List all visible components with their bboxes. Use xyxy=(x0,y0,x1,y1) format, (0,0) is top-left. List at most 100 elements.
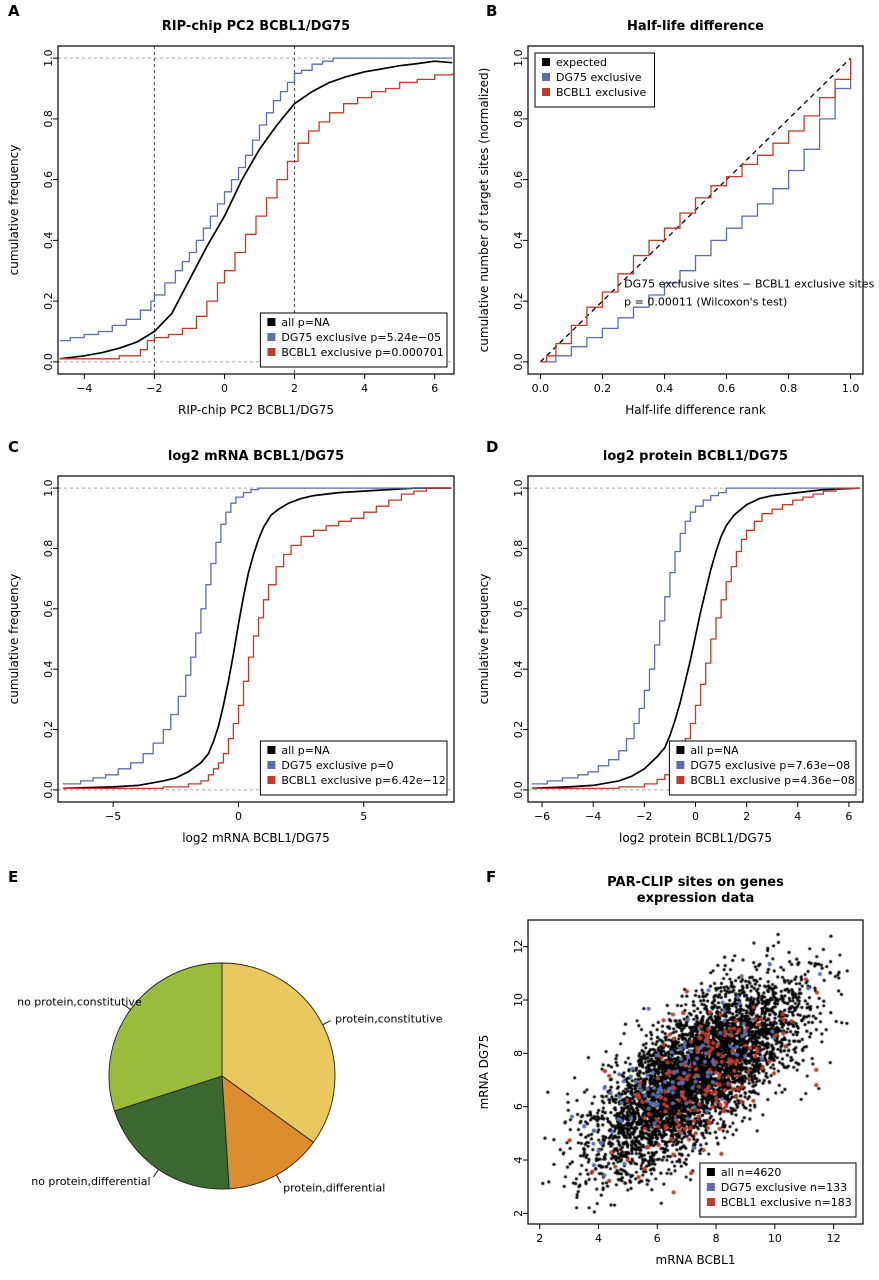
pie-leader-no-protein-constitutive xyxy=(123,1003,131,1010)
y-tick-label: 1.0 xyxy=(42,479,55,497)
legend-swatch-bcbl1-exclusive-p-6-42e-12 xyxy=(267,776,276,784)
x-axis-label: RIP-chip PC2 BCBL1/DG75 xyxy=(178,403,334,417)
x-tick-label: 5 xyxy=(360,810,367,823)
pie-slice-no-protein-differential xyxy=(113,1075,230,1190)
x-tick-label: 6 xyxy=(431,382,438,395)
legend-label-dg75-exclusive: DG75 exclusive xyxy=(556,71,642,84)
x-axis-label: log2 protein BCBL1/DG75 xyxy=(619,831,772,845)
y-tick-label: 0.8 xyxy=(512,110,525,128)
panel-letter-c: C xyxy=(8,438,20,456)
legend: all p=NA DG75 exclusive p=0 BCBL1 exclusiv… xyxy=(259,740,448,796)
curve-bcbl1-exclusive xyxy=(59,73,453,360)
panel-title: PAR-CLIP sites on genes xyxy=(607,875,784,890)
panel-title: log2 mRNA BCBL1/DG75 xyxy=(168,449,344,464)
x-tick-label: 2 xyxy=(536,1232,543,1245)
x-tick-label: 0 xyxy=(221,382,228,395)
legend-label-bcbl1-exclusive-p-6-42e-12: BCBL1 exclusive p=6.42e−12 xyxy=(281,774,445,787)
panel-c: C −5 0 5 0.0 0.2 0.4 0.6 0.8 1.0 log2 mRNA BCBL1/… xyxy=(0,430,470,858)
legend-label-all-p-na: all p=NA xyxy=(281,316,330,329)
y-axis-label: mRNA DG75 xyxy=(477,1035,491,1110)
plot-box xyxy=(527,45,864,375)
legend-swatch-all-p-na xyxy=(267,318,276,326)
curve-bcbl1-exclusive xyxy=(540,58,852,363)
y-tick-label: 1.0 xyxy=(42,49,55,67)
y-tick-label: 0.0 xyxy=(512,353,525,371)
legend: expected DG75 exclusive BCBL1 exclusive xyxy=(534,52,655,108)
x-tick-label: 4 xyxy=(794,810,801,823)
panel-e-plot: protein,constitutive protein,differential… xyxy=(17,962,443,1194)
curve-all xyxy=(62,487,452,790)
panel-letter-b: B xyxy=(486,2,498,20)
y-tick-label: 0.6 xyxy=(42,171,55,189)
panel-letter-d: D xyxy=(486,438,499,456)
pie-slice-no-protein-constitutive xyxy=(108,962,223,1112)
x-tick-label: −2 xyxy=(636,810,652,823)
x-tick-label: 0.0 xyxy=(532,382,550,395)
panel-b: B 0.0 0.2 0.4 0.6 0.8 1.0 0.0 0.2 0.4 0.6 0.8 1.0 Ha… xyxy=(470,0,879,430)
legend-label-dg75-exclusive-n-133: DG75 exclusive n=133 xyxy=(721,1181,847,1194)
legend-box xyxy=(259,312,448,368)
x-tick-label: −4 xyxy=(76,382,92,395)
legend-swatch-dg75-exclusive xyxy=(542,73,550,81)
legend-box xyxy=(534,52,655,108)
panel-a-chart: −4 −2 0 2 4 6 0.0 0.2 0.4 0.6 0.8 1.0 RIP-chip PC2 B… xyxy=(0,0,470,430)
panel-c-plot: −5 0 5 0.0 0.2 0.4 0.6 0.8 1.0 log2 mRNA BCBL1/DG… xyxy=(7,449,455,845)
panel-d: D −6 −4 −2 0 2 4 6 0.0 0.2 0.4 0.6 0.8 1.0 log2 prote… xyxy=(470,430,879,858)
legend-label-bcbl1-exclusive: BCBL1 exclusive xyxy=(556,86,646,99)
y-tick-label: 0.8 xyxy=(42,110,55,128)
pie: protein,constitutive protein,differential… xyxy=(17,962,443,1194)
x-tick-label: 0 xyxy=(235,810,242,823)
x-tick-label: −6 xyxy=(534,810,550,823)
x-tick-label: 10 xyxy=(768,1232,782,1245)
legend: all p=NA DG75 exclusive p=5.24e−05 BCBL1 e… xyxy=(259,312,448,368)
plot-box xyxy=(57,475,455,803)
panel-c-chart: −5 0 5 0.0 0.2 0.4 0.6 0.8 1.0 log2 mRNA BCBL1/DG… xyxy=(0,430,470,858)
legend-label-all-p-na: all p=NA xyxy=(281,744,330,757)
x-axis-label: log2 mRNA BCBL1/DG75 xyxy=(182,831,330,845)
legend-label-bcbl1-exclusive-n-183: BCBL1 exclusive n=183 xyxy=(721,1196,852,1209)
x-tick-label: 12 xyxy=(827,1232,841,1245)
curve-dg75-exclusive xyxy=(59,57,453,342)
x-tick-label: 2 xyxy=(291,382,298,395)
x-tick-label: 0.8 xyxy=(780,382,798,395)
x-tick-label: 6 xyxy=(654,1232,661,1245)
legend-box xyxy=(699,1162,857,1218)
pie-leader-protein-constitutive xyxy=(322,1020,331,1026)
pie-slice-protein-differential xyxy=(221,1075,315,1190)
legend-label-dg75-exclusive-p-5-24e-05: DG75 exclusive p=5.24e−05 xyxy=(281,331,441,344)
x-tick-label: −2 xyxy=(146,382,162,395)
legend: all n=4620 DG75 exclusive n=133 BCBL1 excl… xyxy=(699,1162,857,1218)
y-axis-label: cumulative frequency xyxy=(477,574,491,705)
legend-swatch-bcbl1-exclusive-n-183 xyxy=(706,1198,715,1206)
legend: all p=NA DG75 exclusive p=7.63e−08 BCBL1 e… xyxy=(668,740,857,796)
legend-label-expected: expected xyxy=(556,56,607,69)
y-tick-label: 0.6 xyxy=(512,600,525,618)
panel-letter-f: F xyxy=(486,868,497,886)
plot-box xyxy=(57,45,455,375)
y-tick-label: 0.6 xyxy=(42,600,55,618)
pie-label-protein-constitutive: protein,constitutive xyxy=(335,1012,443,1025)
pie-leader-no-protein-differential xyxy=(153,1169,159,1178)
panel-a-plot: −4 −2 0 2 4 6 0.0 0.2 0.4 0.6 0.8 1.0 RIP-chip PC2 B… xyxy=(7,19,455,417)
plot-box-and-ticks: 0.0 0.2 0.4 0.6 0.8 1.0 0.0 0.2 0.4 0.6 0.8 1.0 Half… xyxy=(477,19,864,417)
panel-title: log2 protein BCBL1/DG75 xyxy=(603,449,788,464)
legend-label-all-n-4620: all n=4620 xyxy=(721,1166,782,1179)
y-tick-label: 4 xyxy=(512,1157,525,1164)
panel-f-plot: 2 4 6 8 10 12 2 4 6 8 10 12 PAR-CLIP sites on genese… xyxy=(477,875,864,1267)
y-tick-label: 0.4 xyxy=(42,660,55,678)
legend-swatch-all-p-na xyxy=(267,746,276,754)
annotation-line-2: p = 0.00011 (Wilcoxon's test) xyxy=(624,296,787,309)
panel-title-line2: expression data xyxy=(637,891,754,906)
y-tick-label: 0.6 xyxy=(512,171,525,189)
panel-title: RIP-chip PC2 BCBL1/DG75 xyxy=(162,19,350,34)
plot-box-and-ticks: 2 4 6 8 10 12 2 4 6 8 10 12 PAR-CLIP sites on genese… xyxy=(477,875,864,1267)
legend-label-dg75-exclusive-p-0: DG75 exclusive p=0 xyxy=(281,759,393,772)
y-axis-label: cumulative number of target sites (norma… xyxy=(477,68,491,353)
legend-swatch-dg75-exclusive-p-7-63e-08 xyxy=(676,761,685,769)
annotation: DG75 exclusive sites − BCBL1 exclusive s… xyxy=(624,277,874,308)
legend-box xyxy=(259,740,448,796)
legend-swatch-expected xyxy=(542,58,550,66)
curve-dg75-exclusive xyxy=(63,487,452,785)
legend-label-bcbl1-exclusive-p-0-000701: BCBL1 exclusive p=0.000701 xyxy=(281,346,443,359)
panel-b-chart: 0.0 0.2 0.4 0.6 0.8 1.0 0.0 0.2 0.4 0.6 0.8 1.0 Half… xyxy=(470,0,879,430)
